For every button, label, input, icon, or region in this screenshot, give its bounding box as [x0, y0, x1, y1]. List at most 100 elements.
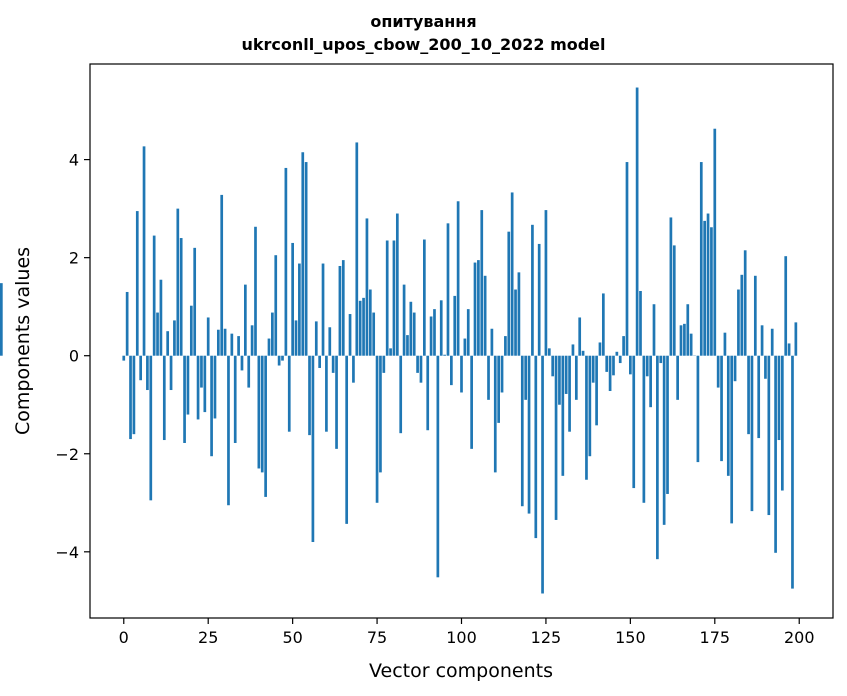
bar-51	[294, 320, 298, 356]
bar-8	[149, 355, 153, 501]
bar-73	[368, 289, 372, 356]
bar-181	[733, 355, 737, 382]
bar-156	[649, 355, 652, 408]
bar-80	[392, 240, 396, 356]
bar-190	[764, 355, 767, 379]
bar-184	[743, 250, 747, 356]
bar-93	[436, 355, 440, 578]
bar-131	[564, 355, 568, 394]
bar-79	[389, 348, 392, 356]
bar-121	[531, 224, 534, 356]
bar-144	[608, 355, 612, 392]
bar-135	[578, 317, 582, 356]
bar-127	[551, 355, 555, 377]
bar-185	[747, 355, 750, 435]
bar-undefined	[0, 283, 3, 356]
bar-47	[281, 355, 284, 361]
bar-98	[453, 295, 457, 356]
bar-59	[321, 263, 325, 356]
chart-title: опитування	[370, 12, 477, 31]
bar-164	[676, 355, 679, 400]
bar-112	[500, 355, 504, 393]
bar-172	[703, 220, 707, 356]
bar-87	[416, 355, 419, 373]
bar-52	[298, 263, 301, 356]
bar-162	[669, 217, 673, 356]
bar-94	[439, 300, 443, 356]
x-tick-label: 175	[700, 628, 731, 647]
bar-84	[406, 335, 409, 356]
bar-95	[443, 354, 446, 356]
bar-196	[784, 256, 788, 356]
bar-134	[574, 355, 578, 400]
bar-61	[328, 327, 332, 356]
bar-101	[463, 338, 467, 356]
bar-183	[740, 274, 744, 356]
bar-24	[203, 355, 207, 413]
bar-126	[547, 348, 551, 356]
bar-157	[652, 304, 656, 356]
bar-18	[183, 355, 186, 443]
bar-176	[716, 355, 720, 388]
bar-96	[446, 223, 450, 356]
bar-128	[554, 355, 558, 520]
bar-175	[713, 128, 717, 356]
bar-148	[622, 336, 625, 356]
bar-35	[240, 355, 244, 371]
bar-125	[544, 210, 548, 356]
bar-171	[699, 162, 703, 356]
bar-154	[642, 355, 646, 503]
bar-153	[639, 290, 642, 356]
bar-74	[372, 312, 376, 356]
bar-189	[760, 325, 764, 356]
bar-32	[230, 333, 234, 356]
y-axis: −4 −2 0 2 4	[55, 151, 90, 562]
bar-78	[385, 240, 389, 356]
bar-41	[260, 355, 264, 473]
bar-26	[210, 355, 213, 457]
bar-62	[331, 355, 335, 373]
bar-7	[146, 355, 149, 391]
bar-16	[176, 208, 180, 356]
bar-124	[541, 355, 544, 594]
bar-60	[325, 355, 328, 432]
x-tick-label: 25	[198, 628, 218, 647]
bar-72	[365, 218, 369, 356]
bar-118	[520, 355, 524, 507]
bar-89	[423, 239, 426, 356]
bar-45	[274, 255, 278, 356]
bar-86	[412, 312, 416, 356]
x-tick-label: 75	[367, 628, 387, 647]
bar-141	[598, 342, 602, 356]
bar-170	[696, 355, 700, 463]
x-tick-label: 100	[446, 628, 477, 647]
bar-149	[625, 162, 629, 356]
bar-166	[683, 323, 686, 356]
bar-111	[497, 355, 500, 423]
bar-64	[338, 265, 342, 356]
bar-22	[196, 355, 200, 420]
bar-15	[173, 320, 176, 356]
bar-30	[223, 328, 227, 356]
bar-197	[787, 343, 791, 356]
bar-48	[284, 167, 288, 356]
chart-subtitle: ukrconll_upos_cbow_200_10_2022 model	[241, 35, 606, 54]
bar-123	[537, 243, 541, 356]
bar-55	[308, 355, 311, 436]
bar-138	[588, 355, 592, 457]
bar-42	[264, 355, 267, 497]
x-tick-label: 125	[531, 628, 562, 647]
plot-area	[90, 64, 833, 618]
y-tick-label: 0	[69, 347, 79, 366]
y-tick-label: 4	[69, 151, 79, 170]
bar-132	[568, 355, 571, 432]
bar-37	[247, 355, 251, 388]
bar-152	[635, 87, 639, 356]
bar-105	[477, 260, 480, 356]
bar-76	[379, 355, 382, 473]
bar-27	[213, 355, 217, 419]
bar-3	[132, 355, 136, 435]
bar-70	[358, 300, 362, 356]
bar-67	[348, 314, 352, 356]
